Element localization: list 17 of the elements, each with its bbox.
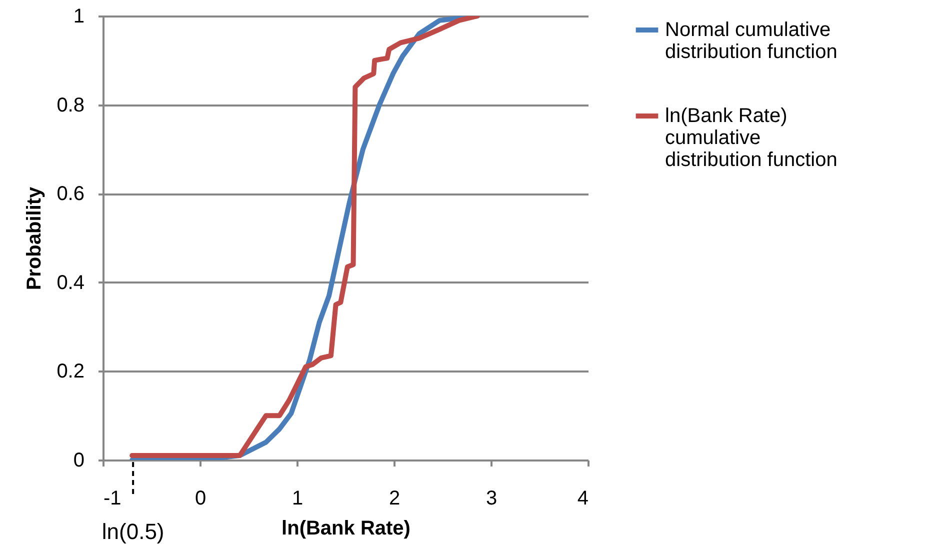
annotation: ln(0.5)	[102, 519, 164, 544]
y-tick-label: 0.8	[56, 94, 84, 116]
legend-label: ln(Bank Rate) cumulative distribution function	[665, 105, 838, 171]
x-tick-label: 0	[194, 488, 206, 510]
x-tick-label: -1	[104, 488, 122, 510]
x-axis-title: ln(Bank Rate)	[282, 518, 410, 540]
x-tick-label: 1	[292, 488, 304, 510]
y-tick-label: 0.4	[56, 272, 84, 294]
y-tick-label: 1	[73, 6, 84, 28]
y-axis-title: Probability	[24, 186, 46, 290]
x-tick-label: 3	[486, 488, 498, 510]
x-tick-label: 2	[388, 488, 400, 510]
legend-label: Normal cumulative distribution function	[665, 19, 838, 63]
x-tick-label: 4	[577, 488, 588, 510]
y-tick-label: 0	[73, 450, 84, 472]
y-tick-label: 0.2	[56, 360, 84, 383]
y-tick-label: 0.6	[56, 183, 84, 206]
